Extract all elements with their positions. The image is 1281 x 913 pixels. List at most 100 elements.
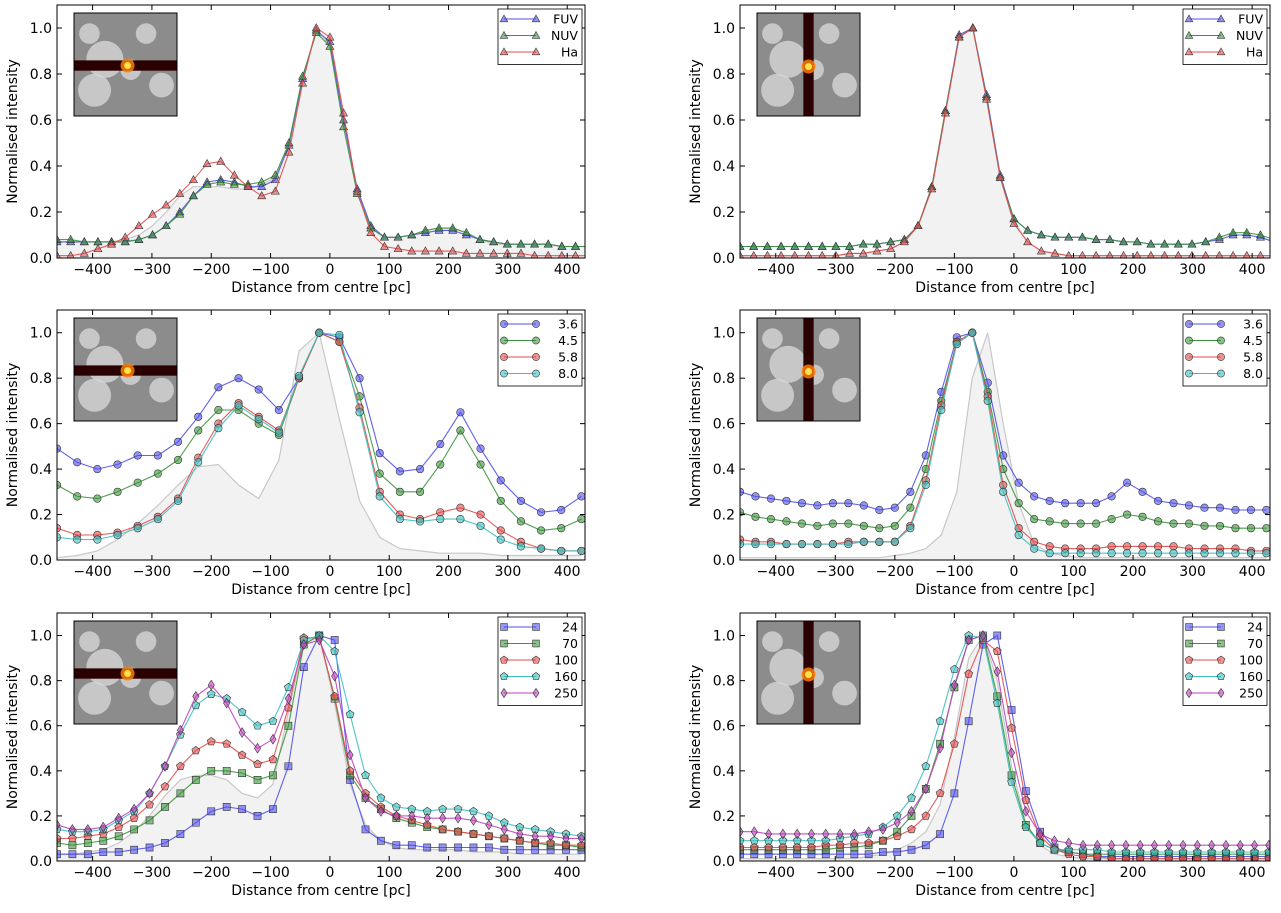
data-point xyxy=(129,813,139,822)
data-point xyxy=(999,480,1008,490)
data-point xyxy=(192,691,200,702)
data-point xyxy=(453,804,463,813)
data-point xyxy=(890,521,899,530)
plot-area xyxy=(740,23,1270,258)
data-point xyxy=(1122,510,1132,519)
data-point xyxy=(377,836,385,845)
data-point xyxy=(335,330,344,340)
data-point xyxy=(1138,512,1147,521)
x-tick-label: −400 xyxy=(73,262,111,278)
data-point xyxy=(234,401,243,410)
y-tick-label: 0.8 xyxy=(30,371,52,387)
legend-label: NUV xyxy=(1236,28,1263,43)
data-point xyxy=(1256,250,1265,258)
data-point xyxy=(1153,549,1163,558)
data-point xyxy=(191,775,200,784)
data-point xyxy=(907,824,916,834)
data-point xyxy=(120,232,130,241)
x-tick-label: −100 xyxy=(251,564,289,580)
data-point xyxy=(300,639,308,650)
x-tick-label: 300 xyxy=(1179,865,1206,881)
x-tick-label: 400 xyxy=(1239,262,1266,278)
x-tick-label: −100 xyxy=(935,865,973,881)
legend-marker xyxy=(532,353,540,361)
data-point xyxy=(253,759,262,768)
y-tick-label: 0.0 xyxy=(713,553,735,569)
x-tick-label: 400 xyxy=(1239,564,1266,580)
data-point xyxy=(1050,835,1058,847)
data-point xyxy=(913,220,923,230)
data-point xyxy=(571,250,580,258)
legend-label: 70 xyxy=(1247,636,1263,651)
data-point xyxy=(194,458,203,467)
data-point xyxy=(950,679,958,691)
data-point xyxy=(485,819,493,831)
legend-label: 5.8 xyxy=(558,350,578,365)
data-point xyxy=(214,405,223,415)
data-point xyxy=(1222,839,1230,851)
data-point xyxy=(831,250,840,258)
data-point xyxy=(1014,478,1023,487)
data-point xyxy=(130,803,138,815)
series-100 xyxy=(740,635,1270,861)
data-point xyxy=(274,428,283,437)
data-point xyxy=(1107,515,1116,524)
legend-label: 100 xyxy=(554,653,578,668)
data-point xyxy=(782,517,791,526)
x-tick-label: −300 xyxy=(133,865,171,881)
data-point xyxy=(899,237,909,246)
data-point xyxy=(496,496,505,505)
source-core xyxy=(805,368,812,376)
source-core xyxy=(124,670,132,678)
data-point xyxy=(797,499,807,508)
thumbnail-frame xyxy=(73,12,178,117)
data-point xyxy=(461,248,471,257)
data-point xyxy=(1023,225,1033,234)
data-point xyxy=(807,836,816,845)
data-point xyxy=(133,524,142,533)
data-point xyxy=(214,424,223,433)
legend-item-3.6: 3.6 xyxy=(500,317,578,332)
x-tick-label: −400 xyxy=(757,865,795,881)
data-point xyxy=(950,789,959,798)
data-point xyxy=(546,838,555,847)
y-tick-label: 0.4 xyxy=(30,462,52,478)
data-point xyxy=(1030,544,1039,553)
data-point xyxy=(1214,232,1224,241)
data-point xyxy=(115,812,123,824)
legend-box xyxy=(497,8,583,65)
data-point xyxy=(965,634,973,646)
data-point xyxy=(906,524,915,533)
data-point xyxy=(821,836,831,845)
data-point xyxy=(1135,854,1145,861)
data-point xyxy=(1200,549,1209,558)
data-point xyxy=(797,540,807,549)
data-point xyxy=(1023,237,1033,246)
data-point xyxy=(964,717,973,726)
data-point xyxy=(1076,549,1085,558)
data-point xyxy=(859,521,868,530)
data-point xyxy=(557,546,566,555)
y-tick-label: 0.4 xyxy=(713,462,735,478)
data-point xyxy=(1092,519,1101,528)
data-point xyxy=(146,787,154,799)
source-core xyxy=(805,671,812,679)
x-tick-label: 300 xyxy=(1179,564,1206,580)
data-point xyxy=(790,241,800,250)
data-point xyxy=(114,832,123,841)
data-point xyxy=(438,843,447,852)
data-point xyxy=(936,830,944,838)
data-point xyxy=(1150,839,1158,851)
data-point xyxy=(366,227,376,236)
data-point xyxy=(1133,250,1142,258)
thumbnail-blob xyxy=(769,40,807,78)
data-point xyxy=(148,230,158,239)
legend-marker xyxy=(1184,672,1194,681)
data-point xyxy=(237,707,247,716)
legend-item-4.5: 4.5 xyxy=(500,333,578,348)
data-point xyxy=(515,845,524,854)
data-point xyxy=(1030,492,1039,501)
data-point xyxy=(879,848,887,856)
thumbnail-inset xyxy=(756,620,861,725)
data-point xyxy=(1215,250,1224,258)
